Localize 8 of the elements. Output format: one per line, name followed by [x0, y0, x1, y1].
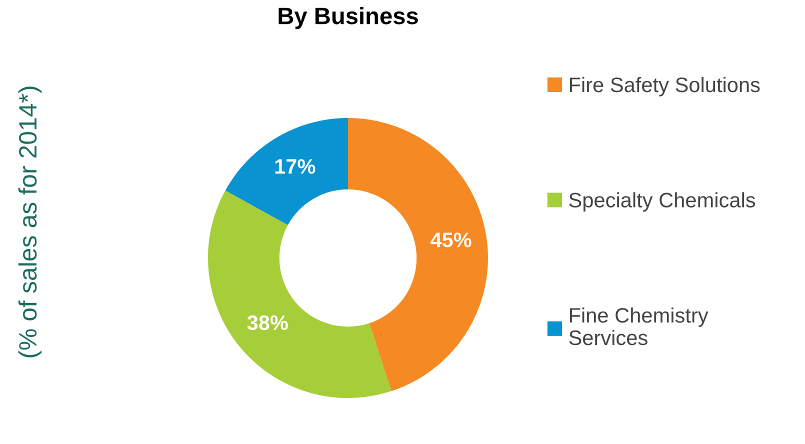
legend-label: Specialty Chemicals [569, 192, 756, 212]
chart-title: By Business [278, 6, 418, 30]
legend-label: Fine Chemistry Services [569, 307, 708, 346]
legend-label: Fire Safety Solutions [570, 76, 760, 96]
text: (% of sales as for 2014*) [18, 86, 42, 358]
data-label: 45% [430, 232, 472, 248]
data-label: 38% [247, 315, 288, 330]
data-label: 17% [275, 159, 316, 174]
